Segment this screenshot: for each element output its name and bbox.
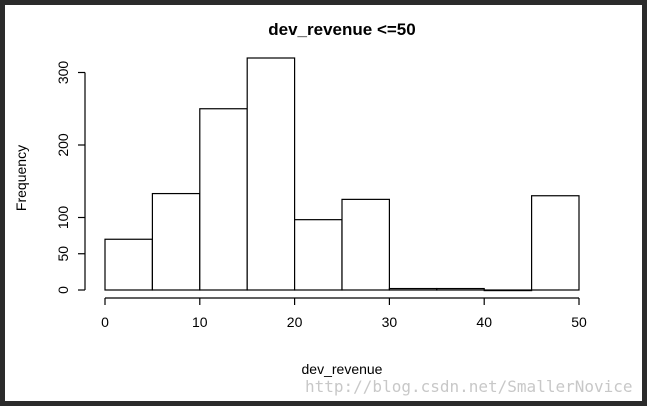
x-tick-label: 40: [476, 314, 492, 330]
x-tick-label: 30: [382, 314, 398, 330]
y-tick-label: 100: [55, 206, 71, 230]
histogram-bar: [294, 219, 343, 291]
histogram-bar: [246, 57, 296, 291]
y-tick-label: 50: [55, 246, 71, 262]
bars-group: [104, 57, 580, 292]
y-axis-label: Frequency: [13, 145, 29, 211]
y-tick-label: 0: [55, 286, 71, 294]
histogram-bar: [436, 287, 485, 291]
chart-title: dev_revenue <=50: [268, 20, 415, 39]
x-axis: 0 10 20 30 40 50: [101, 297, 587, 330]
plot-frame: dev_revenue <=50 dev_revenue Frequency 0…: [5, 5, 642, 401]
y-tick-label: 200: [55, 133, 71, 157]
histogram-bar: [388, 287, 438, 291]
y-axis: 0 50 100 200 300: [55, 61, 86, 294]
x-tick-label: 0: [101, 314, 109, 330]
x-tick-label: 10: [192, 314, 208, 330]
watermark-text: http://blog.csdn.net/SmallerNovice: [305, 377, 633, 396]
histogram-bar: [483, 289, 533, 292]
histogram-bar: [341, 198, 391, 291]
x-tick-label: 20: [287, 314, 303, 330]
x-tick-label: 50: [571, 314, 587, 330]
y-tick-label: 300: [55, 61, 71, 85]
histogram-chart: dev_revenue <=50 dev_revenue Frequency 0…: [13, 20, 587, 377]
histogram-bar: [530, 195, 580, 291]
histogram-bar: [151, 192, 201, 291]
histogram-bar: [199, 108, 248, 291]
x-axis-label: dev_revenue: [302, 361, 383, 377]
histogram-bar: [104, 238, 154, 291]
